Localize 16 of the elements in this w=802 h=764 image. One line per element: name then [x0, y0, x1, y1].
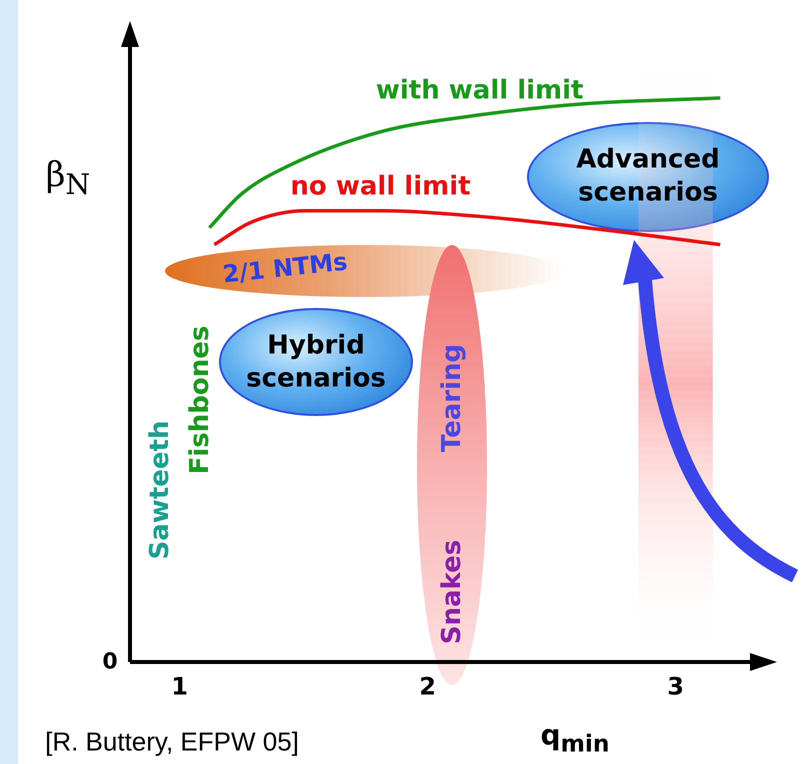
- annotation: Sawteeth: [145, 420, 175, 560]
- annotation: Hybrid scenarios: [245, 330, 387, 394]
- annotation: 2/1 NTMs: [221, 248, 349, 288]
- x-axis-title: q$_{min}$: [540, 718, 610, 758]
- annotation: Fishbones: [185, 326, 215, 474]
- annotation: Snakes: [437, 540, 467, 644]
- x-tick-label: 2: [419, 672, 436, 701]
- annotation: Tearing: [437, 344, 467, 452]
- text: 0: [102, 650, 118, 674]
- annotation: Advanced scenarios: [575, 144, 721, 208]
- y-axis-title: β$_{N}$: [46, 155, 90, 201]
- text: [R. Buttery, EFPW 05]: [45, 726, 299, 758]
- x-tick-label: 1: [171, 672, 188, 701]
- x-tick-label: 3: [667, 672, 684, 701]
- series-label: no wall limit: [290, 172, 471, 202]
- series-label: with wall limit: [376, 76, 584, 106]
